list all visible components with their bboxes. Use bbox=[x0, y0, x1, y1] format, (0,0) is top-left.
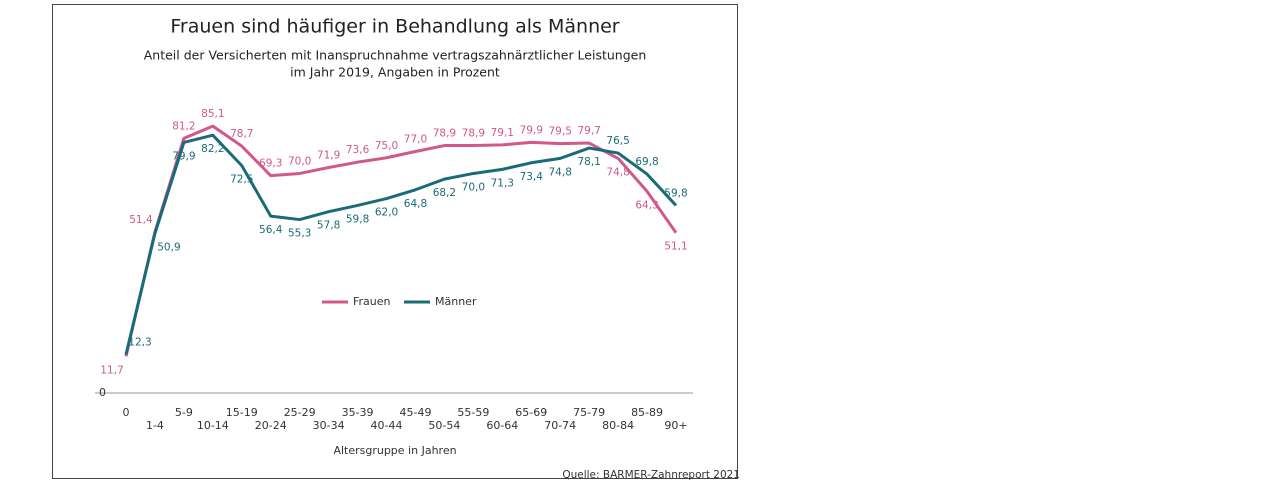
x-tick-label: 55-59 bbox=[457, 406, 489, 419]
line bbox=[124, 124, 678, 357]
x-tick-label: 35-39 bbox=[342, 406, 374, 419]
data-label: 50,9 bbox=[157, 241, 180, 253]
x-tick-label: 25-29 bbox=[284, 406, 316, 419]
subtitle: im Jahr 2019, Angaben in Prozent bbox=[290, 65, 500, 80]
x-tick-label: 85-89 bbox=[631, 406, 663, 419]
data-label: 51,1 bbox=[664, 241, 687, 253]
x-tick-label: 10-14 bbox=[197, 419, 229, 432]
x-tick-label: 60-64 bbox=[486, 419, 518, 432]
legend-label: Männer bbox=[435, 295, 477, 308]
x-tick-label: 80-84 bbox=[602, 419, 634, 432]
x-axis-label: Altersgruppe in Jahren bbox=[333, 444, 456, 457]
data-label: 76,5 bbox=[606, 135, 629, 147]
data-label: 81,2 bbox=[172, 120, 195, 132]
data-label: 79,9 bbox=[520, 124, 543, 136]
frame bbox=[52, 4, 738, 479]
x-tick-label: 30-34 bbox=[313, 419, 345, 432]
x-tick-label: 0 bbox=[123, 406, 130, 419]
data-label: 69,3 bbox=[259, 158, 282, 170]
data-label: 82,2 bbox=[201, 143, 224, 155]
data-label: 59,8 bbox=[664, 187, 687, 199]
data-label: 79,5 bbox=[549, 126, 572, 138]
data-label: 79,9 bbox=[172, 150, 195, 162]
data-label: 64,8 bbox=[404, 198, 427, 210]
data-label: 72,5 bbox=[230, 174, 253, 186]
data-label: 77,0 bbox=[404, 134, 427, 146]
data-label: 71,9 bbox=[317, 149, 340, 161]
x-tick-label: 5-9 bbox=[175, 406, 193, 419]
data-label: 68,2 bbox=[433, 187, 456, 199]
x-tick-label: 1-4 bbox=[146, 419, 164, 432]
x-tick-label: 65-69 bbox=[515, 406, 547, 419]
source: Quelle: BARMER-Zahnreport 2021 bbox=[562, 469, 740, 481]
x-tick-label: 45-49 bbox=[399, 406, 431, 419]
data-label: 64,3 bbox=[635, 199, 658, 211]
x-tick-label: 70-74 bbox=[544, 419, 576, 432]
x-tick-label: 20-24 bbox=[255, 419, 287, 432]
data-label: 73,6 bbox=[346, 144, 370, 156]
data-label: 55,3 bbox=[288, 228, 311, 240]
data-label: 74,8 bbox=[606, 166, 629, 178]
data-label: 70,0 bbox=[288, 155, 311, 167]
data-label: 79,7 bbox=[577, 125, 600, 137]
data-label: 56,4 bbox=[259, 224, 283, 236]
legend-label: Frauen bbox=[353, 295, 391, 308]
x-tick-label: 50-54 bbox=[428, 419, 460, 432]
chart-title: Frauen sind häufiger in Behandlung als M… bbox=[170, 16, 619, 38]
data-label: 78,9 bbox=[433, 128, 456, 140]
data-label: 71,3 bbox=[491, 177, 514, 189]
x-tick-label: 75-79 bbox=[573, 406, 605, 419]
x-tick-label: 15-19 bbox=[226, 406, 258, 419]
data-label: 51,4 bbox=[129, 214, 153, 226]
data-label: 62,0 bbox=[375, 207, 398, 219]
data-label: 74,8 bbox=[549, 166, 572, 178]
data-label: 57,8 bbox=[317, 220, 340, 232]
x-tick-label: 90+ bbox=[664, 419, 687, 432]
line bbox=[124, 133, 678, 355]
subtitle: Anteil der Versicherten mit Inanspruchna… bbox=[144, 48, 647, 63]
data-label: 12,3 bbox=[128, 336, 151, 348]
data-label: 79,1 bbox=[491, 127, 514, 139]
x-tick-label: 40-44 bbox=[371, 419, 403, 432]
y-tick-label: 0 bbox=[99, 386, 106, 399]
data-label: 73,4 bbox=[520, 171, 544, 183]
data-label: 85,1 bbox=[201, 108, 224, 120]
data-label: 59,8 bbox=[346, 213, 369, 225]
data-label: 11,7 bbox=[100, 364, 123, 376]
data-label: 75,0 bbox=[375, 140, 398, 152]
data-label: 78,1 bbox=[577, 156, 600, 168]
data-label: 70,0 bbox=[462, 181, 485, 193]
data-label: 78,7 bbox=[230, 128, 253, 140]
data-label: 78,9 bbox=[462, 128, 485, 140]
data-label: 69,8 bbox=[635, 156, 658, 168]
